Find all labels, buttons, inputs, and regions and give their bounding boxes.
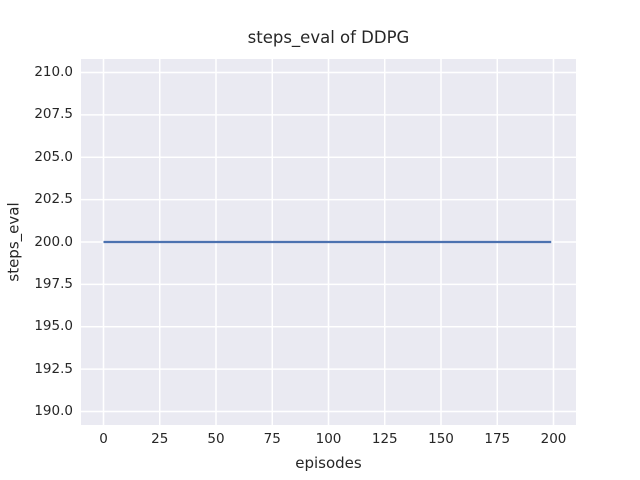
- x-tick-label: 50: [207, 431, 225, 447]
- x-tick-label: 150: [428, 431, 454, 447]
- y-tick-label: 202.5: [34, 191, 73, 208]
- y-axis-label: steps_eval: [4, 202, 23, 282]
- y-tick-label: 197.5: [34, 275, 73, 292]
- x-tick-label: 175: [484, 431, 511, 447]
- plot-area: [81, 59, 576, 425]
- x-axis-label: episodes: [295, 454, 362, 472]
- x-tick-label: 0: [99, 431, 108, 447]
- chart-title: steps_eval of DDPG: [247, 28, 410, 47]
- y-tick-label: 190.0: [34, 402, 73, 419]
- y-tick-label: 195.0: [34, 318, 73, 335]
- line-chart-canvas: [81, 59, 576, 425]
- y-tick-label: 200.0: [34, 233, 73, 250]
- x-tick-label: 125: [371, 431, 398, 447]
- x-tick-label: 25: [151, 431, 169, 447]
- x-tick-label: 100: [315, 431, 342, 447]
- x-tick-label: 75: [263, 431, 281, 447]
- y-tick-label: 192.5: [34, 360, 73, 377]
- y-tick-label: 205.0: [34, 148, 73, 165]
- y-tick-label: 210.0: [34, 64, 73, 81]
- x-tick-label: 200: [540, 431, 567, 447]
- y-tick-label: 207.5: [34, 106, 73, 123]
